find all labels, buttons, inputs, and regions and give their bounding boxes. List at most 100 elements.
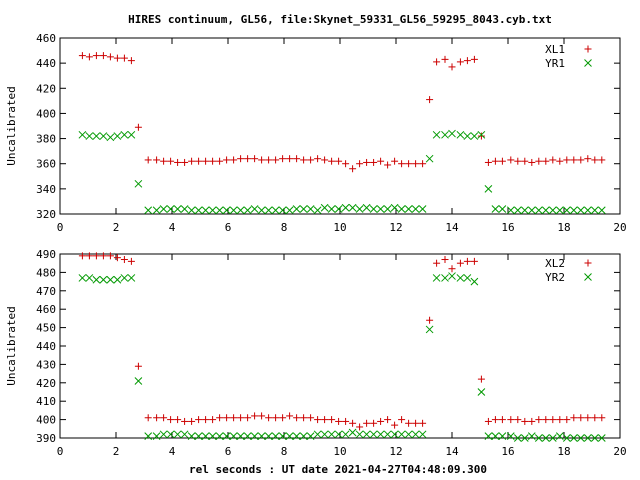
data-point-xl1 — [433, 58, 441, 66]
data-point-xl1 — [463, 57, 471, 65]
data-point-xl1 — [570, 156, 578, 164]
data-point-yr1 — [92, 132, 101, 140]
data-point-yr1 — [229, 206, 238, 215]
data-point-yr2 — [569, 434, 578, 442]
data-point-yr2 — [463, 274, 472, 282]
data-point-yr2 — [348, 428, 357, 437]
data-point-yr2 — [320, 430, 329, 439]
data-point-yr1 — [432, 130, 441, 139]
data-points-bottom — [78, 252, 606, 442]
data-point-yr2 — [418, 430, 427, 439]
plot-frame-bottom — [59, 253, 621, 439]
data-point-xl2 — [314, 416, 322, 424]
legend-marker-yr1 — [584, 59, 592, 67]
data-point-yr2 — [278, 432, 287, 441]
data-point-yr2 — [99, 275, 108, 284]
x-tick-label: 16 — [501, 221, 514, 234]
data-point-yr2 — [534, 434, 543, 442]
data-point-yr1 — [418, 205, 427, 213]
data-point-xl1 — [120, 54, 128, 62]
data-point-xl2 — [342, 417, 350, 425]
data-point-xl1 — [92, 52, 100, 60]
data-point-xl1 — [556, 157, 564, 165]
data-point-yr1 — [555, 206, 564, 215]
data-point-yr2 — [229, 432, 238, 441]
data-point-yr2 — [562, 434, 571, 442]
legend-label-yr1: YR1 — [545, 57, 565, 70]
x-tick-label: 10 — [333, 221, 346, 234]
data-point-yr2 — [397, 430, 406, 439]
data-point-yr1 — [597, 206, 606, 215]
data-point-yr1 — [250, 205, 259, 213]
data-point-xl1 — [314, 155, 322, 163]
data-point-xl2 — [328, 416, 336, 424]
data-point-yr2 — [236, 432, 245, 441]
data-point-yr1 — [306, 205, 315, 213]
data-point-xl1 — [598, 156, 606, 164]
data-point-yr2 — [404, 430, 413, 439]
data-point-yr1 — [576, 206, 585, 215]
y-tick-label: 410 — [36, 395, 56, 408]
data-point-yr2 — [159, 430, 168, 439]
data-point-yr2 — [590, 434, 599, 442]
data-point-xl2 — [144, 414, 152, 422]
series-xl1 — [78, 52, 606, 173]
data-point-yr1 — [463, 132, 472, 140]
y-tick-label: 420 — [36, 82, 56, 95]
data-point-yr2 — [555, 432, 564, 441]
data-point-xl2 — [85, 252, 93, 260]
data-point-yr1 — [390, 203, 399, 212]
data-point-xl1 — [279, 155, 287, 163]
data-point-xl1 — [106, 53, 114, 61]
x-tick-label: 4 — [169, 445, 176, 458]
series-xl2 — [78, 252, 606, 431]
data-point-yr1 — [583, 206, 592, 215]
data-point-yr2 — [215, 432, 224, 441]
data-point-yr2 — [306, 432, 315, 441]
data-point-xl1 — [477, 132, 485, 140]
data-point-yr1 — [78, 130, 87, 139]
data-point-yr1 — [166, 205, 175, 213]
data-point-yr2 — [441, 274, 449, 282]
data-point-xl2 — [477, 375, 485, 383]
y-tick-label: 430 — [36, 358, 56, 371]
data-point-xl2 — [535, 416, 543, 424]
data-point-xl1 — [78, 52, 86, 60]
data-point-yr2 — [106, 275, 115, 284]
data-point-yr2 — [327, 430, 336, 439]
data-point-xl1 — [307, 156, 315, 164]
data-point-xl1 — [209, 157, 217, 165]
data-point-xl1 — [265, 156, 273, 164]
y-tick-label: 400 — [36, 107, 56, 120]
data-point-yr1 — [548, 206, 557, 215]
data-point-yr1 — [127, 130, 136, 139]
data-point-xl2 — [570, 414, 578, 422]
data-point-xl1 — [426, 96, 434, 104]
data-point-xl2 — [237, 414, 245, 422]
data-point-xl1 — [85, 53, 93, 61]
data-point-xl2 — [470, 257, 478, 265]
data-point-yr2 — [313, 430, 322, 439]
data-point-xl2 — [230, 414, 238, 422]
data-point-xl2 — [584, 414, 592, 422]
y-tick-label: 480 — [36, 266, 56, 279]
data-point-xl2 — [456, 259, 464, 267]
data-point-yr2 — [390, 430, 399, 439]
data-point-xl1 — [202, 157, 210, 165]
data-point-yr2 — [355, 430, 364, 439]
data-point-yr1 — [498, 205, 507, 213]
data-point-xl2 — [398, 416, 406, 424]
x-tick-label: 2 — [113, 445, 120, 458]
chart-title: HIRES continuum, GL56, file:Skynet_59331… — [128, 13, 552, 26]
data-point-yr1 — [441, 130, 449, 139]
series-yr1 — [78, 129, 606, 215]
data-point-yr2 — [548, 434, 557, 442]
legend-label-xl2: XL2 — [545, 257, 565, 270]
data-point-xl1 — [99, 52, 107, 60]
data-point-yr1 — [215, 206, 224, 215]
data-point-xl1 — [251, 155, 259, 163]
x-tick-label: 12 — [389, 445, 402, 458]
data-point-yr1 — [491, 205, 500, 213]
data-point-yr1 — [477, 130, 486, 139]
data-point-xl2 — [556, 416, 564, 424]
